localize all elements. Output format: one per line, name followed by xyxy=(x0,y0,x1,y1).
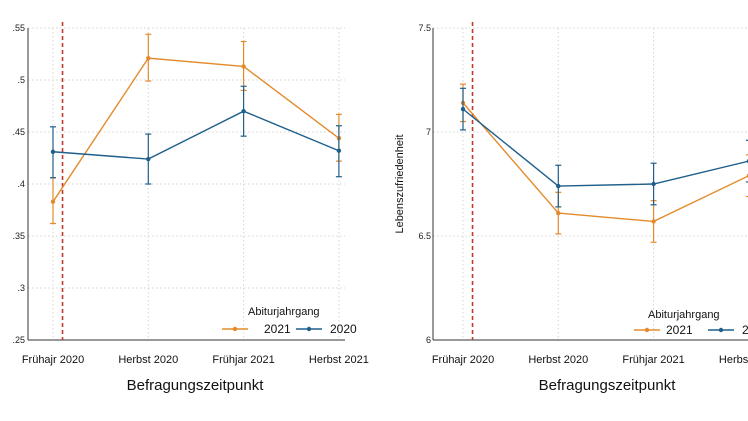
series-line-2020 xyxy=(462,108,748,187)
y-tick-label: .4 xyxy=(17,179,25,189)
y-tick-label: .35 xyxy=(12,231,25,241)
y-tick-label: 6.5 xyxy=(418,231,431,241)
x-tick-label: Frühjar 2021 xyxy=(622,354,684,366)
legend-marker-2021 xyxy=(644,327,650,333)
legend-title: Abiturjahrgang xyxy=(248,306,320,318)
legend-marker-2020 xyxy=(306,326,312,332)
legend-label-2020: 2020 xyxy=(742,323,748,337)
chart-panel-1: .25 .3 .35 .4 .45 .5 .55 Frühajr 2020 Herbst 202… xyxy=(12,22,369,394)
series-line-2021 xyxy=(52,57,340,203)
chart-panel-2: 6 6.5 7 7.5 Frühajr 2020 Herbst 2020 Frühjar 2… xyxy=(394,22,748,394)
data-point xyxy=(50,149,56,154)
x-tick-label: Frühajr 2020 xyxy=(432,354,494,366)
data-point xyxy=(241,64,246,69)
x-tick-label: Herbst 2021 xyxy=(309,354,369,366)
y-axis-title: Lebenszufriedenheit xyxy=(394,134,406,233)
y-tick-label: .55 xyxy=(12,23,25,33)
x-tick-label: Herbst 2021 xyxy=(719,354,748,366)
data-point xyxy=(556,183,561,189)
y-tick-label: .5 xyxy=(17,75,25,85)
legend: Abiturjahrgang 2021 2020 xyxy=(222,306,357,336)
x-axis-title: Befragungszeitpunkt xyxy=(539,377,677,394)
legend-label-2020: 2020 xyxy=(330,322,357,336)
series-2020 xyxy=(50,85,342,185)
data-point xyxy=(146,55,151,61)
x-tick-label: Herbst 2020 xyxy=(118,354,178,366)
data-point xyxy=(460,106,466,112)
series-line-2020 xyxy=(52,110,340,160)
data-point xyxy=(651,219,656,224)
y-tick-label: 7 xyxy=(426,127,431,137)
legend-label-2021: 2021 xyxy=(666,323,693,337)
y-tick-label: .45 xyxy=(12,127,25,137)
legend-label-2021: 2021 xyxy=(264,322,291,336)
data-point xyxy=(146,156,151,162)
legend-marker-2020 xyxy=(718,327,724,333)
data-point xyxy=(556,210,561,216)
x-tick-label: Herbst 2020 xyxy=(528,354,588,366)
series-line-2021 xyxy=(462,102,748,223)
legend-title: Abiturjahrgang xyxy=(648,309,720,321)
data-point xyxy=(651,181,656,187)
legend-marker-2021 xyxy=(232,326,238,332)
data-point xyxy=(336,148,342,153)
data-point xyxy=(241,109,246,114)
x-axis-title: Befragungszeitpunkt xyxy=(127,377,265,394)
chart-root: .25 .3 .35 .4 .45 .5 .55 Frühajr 2020 Herbst 202… xyxy=(12,22,748,394)
x-tick-label: Frühjar 2021 xyxy=(212,354,274,366)
x-tick-label: Frühajr 2020 xyxy=(22,354,84,366)
legend: Abiturjahrgang 2021 2020 xyxy=(634,309,748,337)
data-point xyxy=(50,199,56,204)
y-tick-label: .3 xyxy=(17,283,25,293)
y-tick-label: 7.5 xyxy=(418,23,431,33)
y-tick-label: 6 xyxy=(426,335,431,345)
y-tick-label: .25 xyxy=(12,335,25,345)
series-2020 xyxy=(460,87,748,208)
